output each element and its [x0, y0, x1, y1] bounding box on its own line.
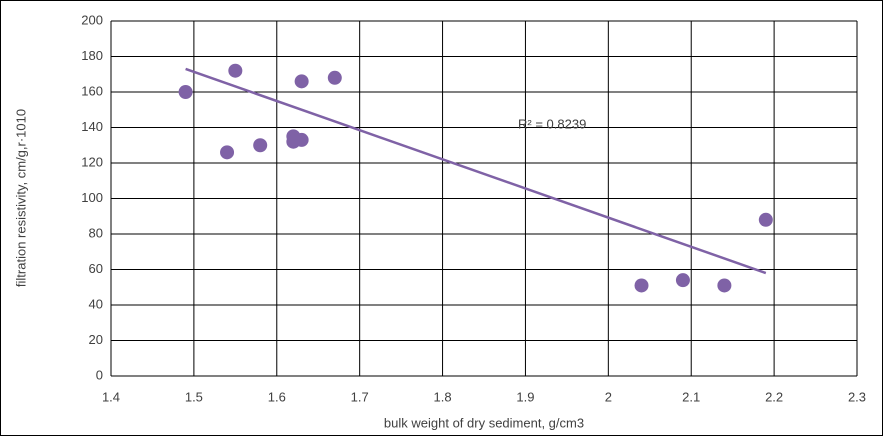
x-tick-label: 1.7: [351, 389, 369, 404]
y-tick-label: 120: [81, 154, 103, 169]
trendline: [185, 67, 767, 275]
y-tick-label: 80: [89, 225, 103, 240]
point: [758, 212, 773, 227]
x-axis-label: bulk weight of dry sediment, g/cm3: [384, 415, 584, 430]
point: [717, 278, 732, 293]
y-tick-label: 200: [81, 12, 103, 27]
y-tick-label: 60: [89, 261, 103, 276]
y-axis-label: filtration resistivity, cm/g,r·1010: [13, 109, 28, 287]
y-tick-label: 20: [89, 332, 103, 347]
point: [228, 63, 243, 78]
point: [675, 273, 690, 288]
x-tick-label: 1.9: [516, 389, 534, 404]
y-tick-label: 160: [81, 83, 103, 98]
point: [327, 70, 342, 85]
x-tick-label: 1.8: [434, 389, 452, 404]
y-tick-label: 40: [89, 296, 103, 311]
x-tick-label: 2.1: [682, 389, 700, 404]
point: [253, 138, 268, 153]
x-tick-label: 1.5: [185, 389, 203, 404]
y-tick-label: 100: [81, 190, 103, 205]
annotation: R² = 0.8239: [518, 116, 586, 131]
x-tick-label: 2: [605, 389, 612, 404]
y-tick-label: 180: [81, 48, 103, 63]
point: [294, 74, 309, 89]
y-tick-label: 0: [96, 367, 103, 382]
point: [634, 278, 649, 293]
y-tick-label: 140: [81, 119, 103, 134]
point: [294, 132, 309, 147]
x-tick-label: 2.2: [765, 389, 783, 404]
x-tick-label: 1.4: [102, 389, 120, 404]
point: [220, 145, 235, 160]
point: [178, 85, 193, 99]
x-tick-label: 1.6: [268, 389, 286, 404]
x-tick-label: 2.3: [848, 389, 866, 404]
